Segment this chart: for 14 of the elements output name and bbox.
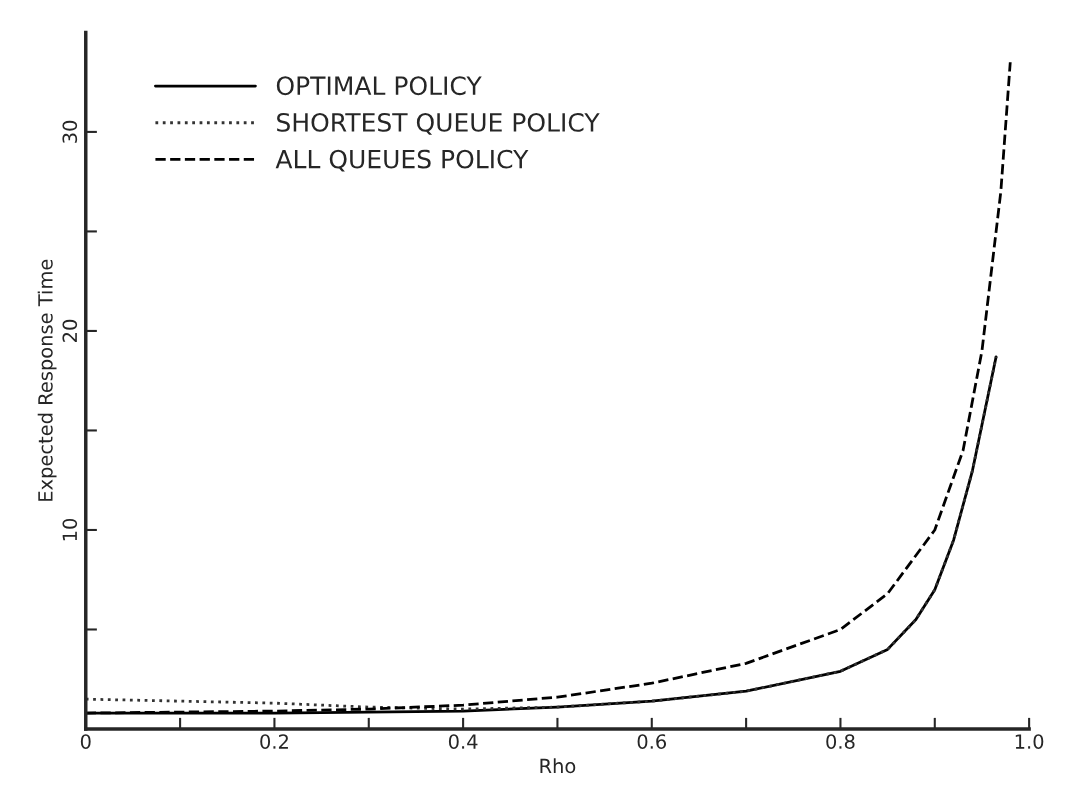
legend-label: ALL QUEUES POLICY (275, 149, 529, 172)
x-axis-title: Rho (540, 758, 576, 774)
x-tick-label: 0.8 (826, 734, 855, 749)
legend-label: SHORTEST QUEUE POLICY (277, 112, 600, 135)
x-tick-label: 1.0 (1015, 734, 1044, 749)
legend-label: OPTIMAL POLICY (276, 76, 482, 96)
x-tick-label: 0.6 (637, 734, 667, 749)
y-tick-label: 30 (62, 120, 78, 143)
y-axis-title: Expected Response Time (37, 259, 57, 501)
x-tick-label: 0.2 (260, 734, 288, 749)
x-tick-label: 0 (80, 734, 91, 749)
y-tick-label: 20 (62, 319, 78, 342)
y-tick-label: 10 (62, 518, 78, 541)
x-tick-label: 0.4 (448, 734, 478, 749)
